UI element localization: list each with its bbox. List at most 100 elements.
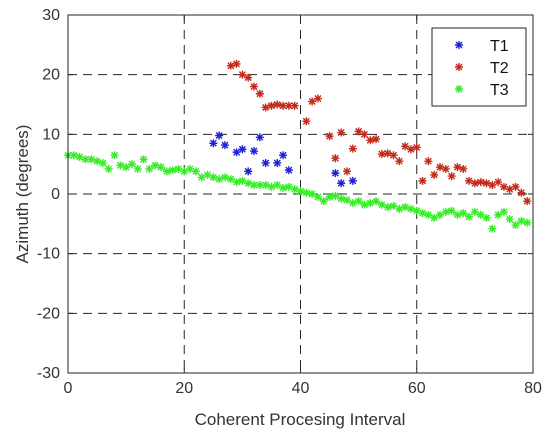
data-point	[296, 187, 305, 196]
data-point	[447, 206, 456, 215]
legend-label-t2: T2	[490, 60, 509, 77]
y-tick-label: 30	[42, 7, 60, 24]
data-point	[290, 101, 299, 110]
data-point	[319, 197, 328, 206]
data-point	[505, 215, 514, 224]
data-point	[284, 182, 293, 191]
data-point	[313, 94, 322, 103]
data-point	[226, 61, 235, 70]
data-point	[255, 89, 264, 98]
data-point	[523, 218, 532, 227]
data-point	[436, 163, 444, 172]
data-point	[482, 179, 491, 188]
data-point	[331, 154, 340, 163]
y-tick-label: -30	[37, 365, 60, 382]
x-tick-label: 20	[175, 380, 193, 397]
data-point	[313, 192, 322, 201]
data-point	[459, 164, 468, 173]
data-point	[337, 128, 346, 137]
data-point	[476, 210, 485, 219]
data-point	[348, 198, 357, 207]
data-point	[470, 179, 479, 188]
data-point	[424, 157, 433, 166]
data-point	[331, 169, 340, 178]
x-tick-label: 80	[524, 380, 542, 397]
data-point	[273, 181, 282, 190]
data-point	[110, 151, 119, 160]
data-point	[232, 148, 241, 157]
data-point	[430, 170, 439, 179]
data-point	[238, 176, 247, 185]
legend-label-t1: T1	[490, 38, 509, 55]
data-point	[412, 143, 421, 152]
x-tick-label: 0	[64, 380, 73, 397]
legend-label-t3: T3	[490, 82, 509, 99]
data-point	[244, 167, 253, 176]
data-point	[191, 167, 200, 176]
y-tick-label: -20	[37, 305, 60, 322]
data-point	[244, 179, 253, 188]
data-point	[348, 144, 357, 153]
data-point	[348, 176, 357, 185]
data-point	[505, 185, 514, 194]
data-point	[220, 173, 229, 182]
data-point	[499, 182, 508, 191]
data-point	[215, 131, 224, 140]
data-point	[331, 191, 340, 200]
data-point	[69, 151, 78, 160]
data-point	[157, 163, 165, 172]
data-point	[465, 212, 474, 221]
data-point	[250, 147, 258, 156]
data-point	[197, 173, 206, 182]
data-point	[186, 164, 195, 173]
data-point	[406, 204, 415, 213]
data-point	[494, 178, 503, 187]
data-point	[255, 181, 264, 190]
data-point	[81, 155, 90, 164]
data-point	[401, 203, 410, 212]
data-point	[360, 130, 369, 139]
series-t2	[226, 59, 532, 206]
data-point	[418, 176, 427, 185]
data-point	[517, 188, 526, 197]
data-point	[215, 175, 224, 184]
y-axis-label: Azimuth (degrees)	[13, 125, 32, 264]
x-axis-label: Coherent Procesing Interval	[195, 410, 406, 429]
data-point	[151, 161, 160, 170]
data-point	[290, 185, 299, 194]
data-point	[360, 200, 369, 209]
data-point	[232, 59, 241, 68]
data-point	[302, 117, 311, 126]
data-point	[343, 195, 351, 204]
data-point	[441, 164, 450, 173]
data-point	[261, 103, 270, 112]
y-tick-label: -10	[37, 246, 60, 263]
series-t1	[209, 131, 357, 188]
data-point	[220, 141, 229, 150]
data-point	[465, 176, 474, 185]
legend-marker-t2	[455, 63, 463, 71]
data-point	[453, 163, 462, 172]
data-point	[162, 167, 171, 176]
data-point	[372, 197, 381, 206]
data-point	[325, 132, 334, 141]
data-point	[209, 173, 218, 182]
data-point	[250, 181, 258, 190]
data-point	[470, 207, 479, 216]
data-point	[255, 133, 264, 142]
y-axis-ticks: 30 20 10 0 -10 -20 -30	[37, 7, 533, 382]
data-point	[395, 157, 404, 166]
data-point	[279, 101, 288, 110]
data-point	[459, 209, 468, 218]
legend-marker-t1	[455, 41, 463, 49]
data-point	[337, 179, 346, 188]
data-point	[238, 70, 247, 79]
data-point	[488, 224, 497, 233]
data-point	[279, 184, 288, 193]
data-point	[366, 198, 375, 207]
data-point	[436, 210, 444, 219]
y-tick-label: 20	[42, 67, 60, 84]
series-t3	[64, 151, 532, 233]
data-point	[412, 206, 421, 215]
data-point	[476, 178, 485, 187]
